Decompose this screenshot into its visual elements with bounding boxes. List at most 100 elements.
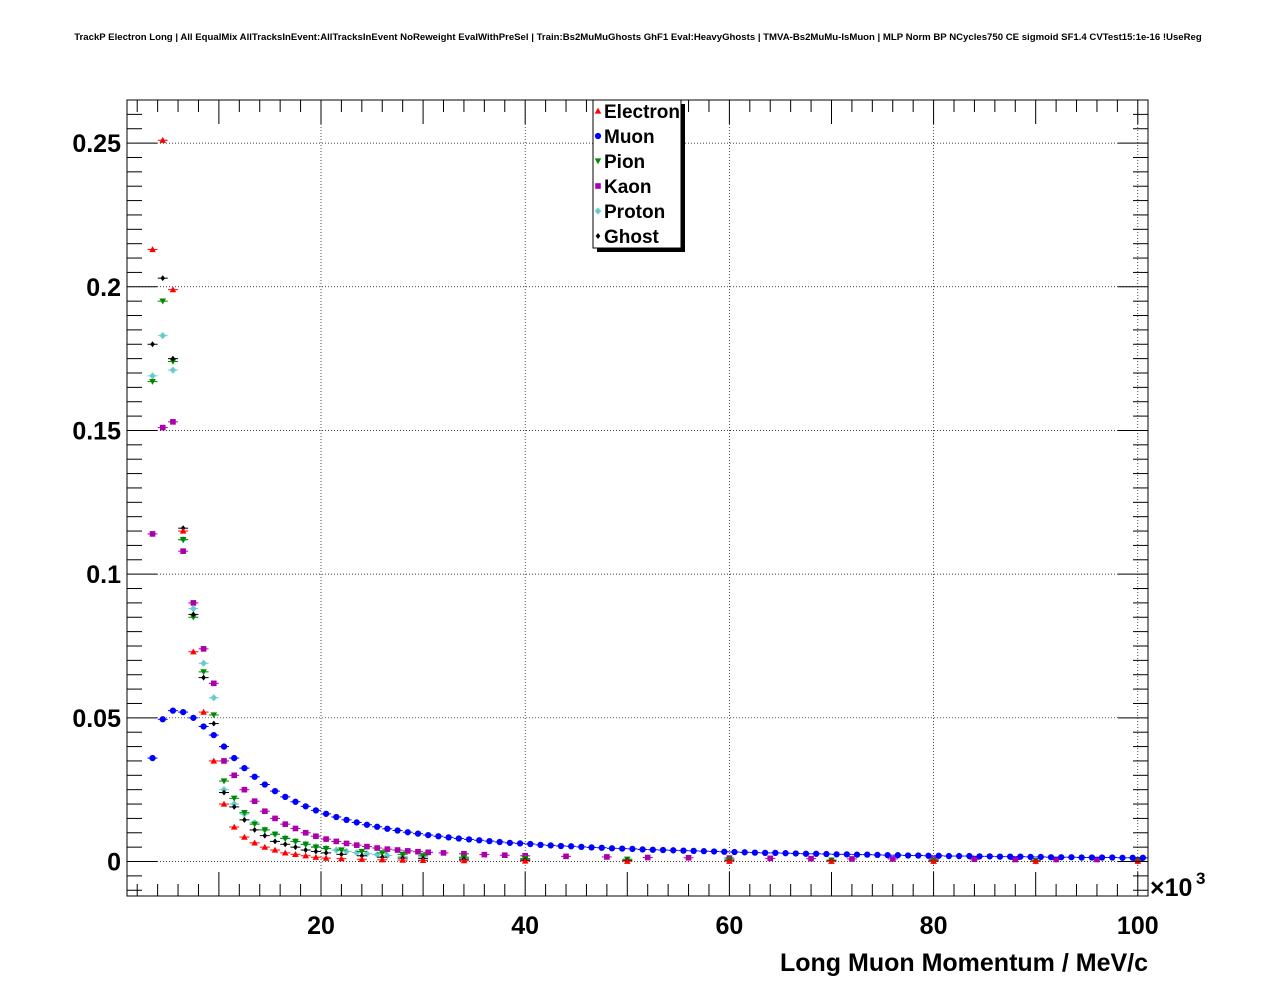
data-point	[343, 847, 350, 856]
data-point	[323, 849, 329, 856]
data-point	[200, 723, 207, 730]
data-point	[568, 843, 575, 850]
data-point	[262, 832, 268, 839]
x-tick-label: 100	[1117, 912, 1159, 940]
data-point	[262, 808, 268, 815]
data-point	[394, 827, 401, 834]
data-point	[1129, 854, 1136, 861]
data-point	[343, 840, 350, 847]
data-point	[302, 803, 309, 810]
data-point	[894, 852, 901, 859]
data-point	[210, 757, 218, 764]
data-point	[221, 758, 227, 764]
data-point	[521, 857, 529, 864]
data-point	[425, 849, 431, 856]
data-point	[210, 680, 217, 687]
data-point	[455, 835, 462, 842]
data-point	[828, 857, 835, 864]
data-point	[231, 772, 238, 779]
data-point	[339, 851, 344, 858]
data-point	[915, 852, 922, 859]
data-point	[281, 849, 289, 856]
data-point	[302, 852, 309, 859]
data-point	[378, 856, 386, 863]
data-point	[149, 378, 156, 385]
data-point	[241, 833, 248, 840]
data-point	[849, 856, 855, 862]
data-point	[925, 852, 932, 859]
data-point	[700, 848, 707, 855]
data-point	[363, 821, 371, 828]
data-point	[996, 853, 1004, 860]
data-point	[710, 848, 718, 855]
legend-marker-proton	[594, 207, 602, 215]
data-point	[241, 786, 248, 793]
data-point	[322, 854, 330, 861]
data-point	[220, 800, 228, 807]
y-tick-label: 0.05	[72, 705, 121, 733]
data-point	[874, 851, 881, 859]
data-point	[358, 848, 366, 855]
data-point	[486, 837, 493, 845]
data-point	[404, 848, 411, 854]
data-point	[608, 845, 616, 852]
data-point	[1098, 854, 1106, 861]
data-point	[384, 851, 391, 860]
data-point	[149, 372, 156, 380]
legend-marker-muon	[594, 132, 602, 140]
data-point	[374, 823, 381, 830]
data-point	[353, 842, 360, 848]
data-point	[639, 846, 646, 853]
data-point	[537, 841, 544, 848]
data-point	[241, 764, 248, 772]
data-point	[563, 853, 569, 860]
data-point	[251, 839, 258, 846]
data-point	[333, 846, 340, 854]
data-point	[292, 851, 299, 857]
data-point	[261, 781, 268, 788]
data-point	[1012, 856, 1019, 863]
data-point	[971, 856, 978, 863]
data-point	[282, 841, 288, 848]
data-point	[338, 855, 345, 862]
data-point	[302, 829, 309, 836]
data-point	[864, 851, 871, 858]
data-point	[251, 821, 258, 828]
data-point	[547, 842, 554, 849]
data-point	[313, 833, 319, 840]
data-point	[976, 853, 983, 860]
data-point	[179, 527, 187, 534]
legend-label-proton: Proton	[604, 202, 665, 223]
data-point	[415, 848, 421, 855]
data-point	[685, 854, 692, 861]
data-point	[772, 849, 779, 857]
data-point	[191, 611, 196, 618]
data-point	[527, 840, 534, 848]
data-point	[312, 844, 320, 851]
y-tick-label: 0.2	[86, 274, 121, 302]
data-point	[322, 810, 330, 817]
data-point	[435, 833, 442, 840]
data-point	[481, 851, 488, 858]
data-point	[813, 850, 820, 857]
data-point	[261, 827, 269, 834]
data-point	[1139, 854, 1147, 861]
data-point	[292, 838, 299, 845]
data-point	[159, 136, 167, 143]
data-point	[220, 778, 228, 785]
data-point	[282, 821, 289, 827]
data-point	[399, 851, 406, 858]
series-electron	[147, 136, 1143, 864]
x-exponent-base: ×10	[1150, 874, 1192, 902]
y-tick-label: 0.1	[86, 561, 121, 589]
data-point	[604, 854, 610, 860]
data-point	[159, 424, 166, 431]
legend-label-pion: Pion	[604, 152, 645, 173]
data-point	[1088, 854, 1095, 861]
data-point	[200, 669, 207, 676]
legend-label-kaon: Kaon	[604, 177, 652, 198]
data-point	[338, 847, 345, 854]
data-point	[1068, 854, 1075, 861]
data-point	[853, 851, 861, 858]
data-point	[889, 856, 896, 862]
